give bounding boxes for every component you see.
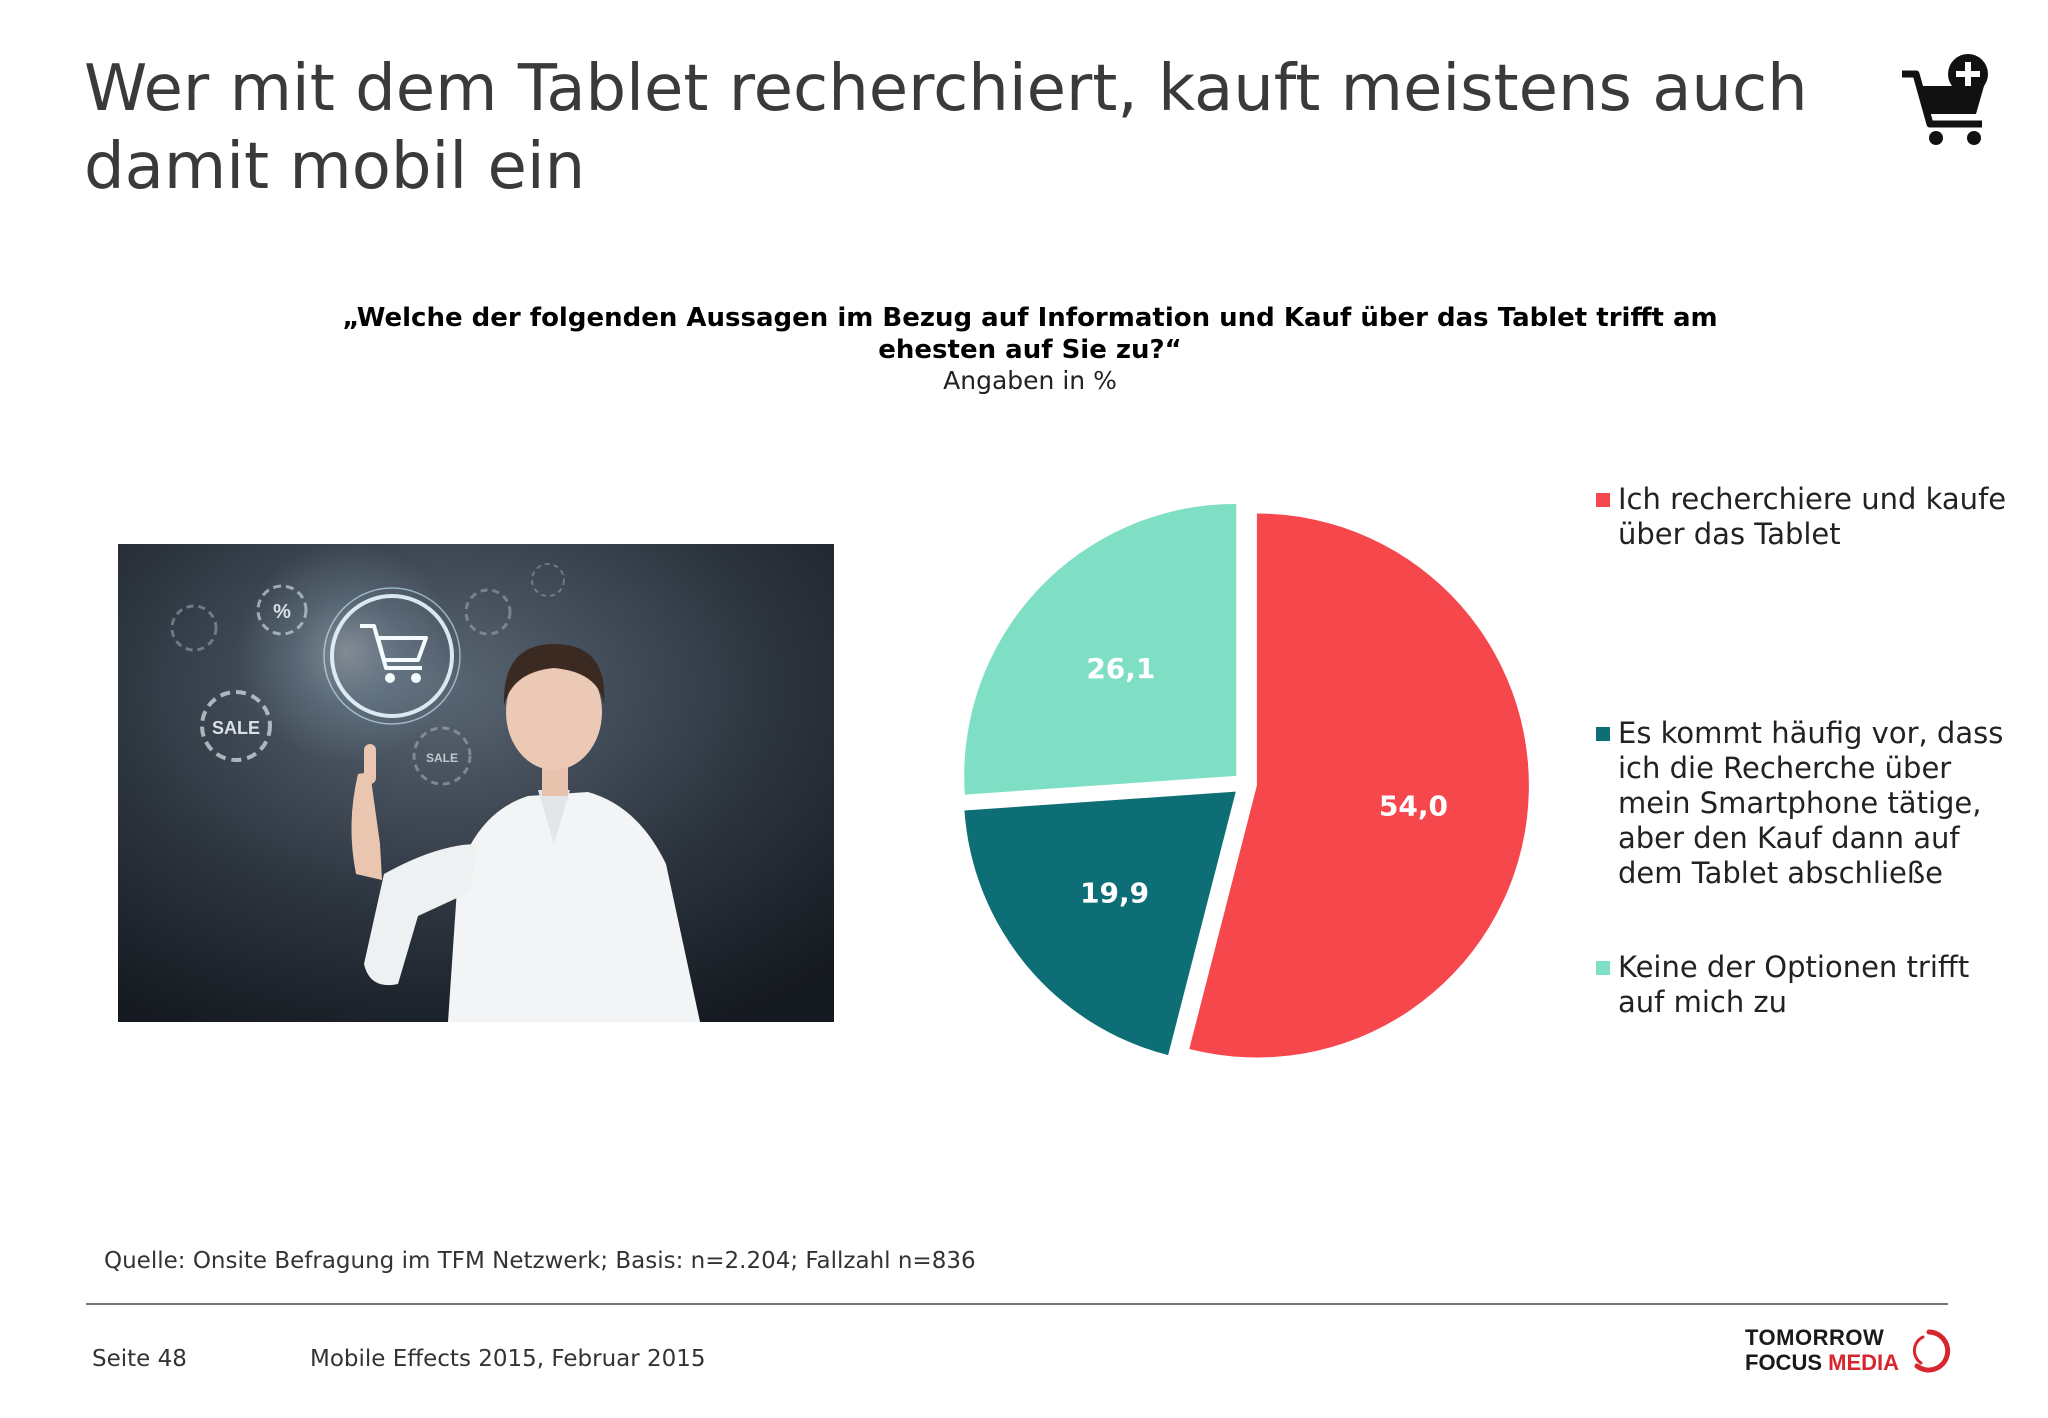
page-number: Seite 48	[92, 1346, 187, 1372]
pie-slice-smartphone	[964, 791, 1236, 1056]
legend-item-tablet: Ich recherchiere und kaufe über das Tabl…	[1596, 482, 2016, 552]
sale-badge-2: SALE	[426, 751, 458, 765]
legend-label: Keine der Optionen trifft auf mich zu	[1618, 950, 1970, 1019]
sale-badge-1: SALE	[212, 718, 260, 738]
logo-focus: FOCUS	[1745, 1350, 1822, 1375]
footer-note: Mobile Effects 2015, Februar 2015	[310, 1346, 706, 1372]
legend-swatch-red	[1596, 493, 1610, 507]
tomorrow-focus-media-logo: TOMORROW FOCUS MEDIA	[1745, 1325, 1955, 1375]
legend-item-smartphone: Es kommt häufig vor, dass ich die Recher…	[1596, 716, 2016, 891]
pie-data-label: 54,0	[1379, 789, 1448, 822]
logo-line-2: FOCUS MEDIA	[1745, 1350, 1899, 1376]
legend-item-none: Keine der Optionen trifft auf mich zu	[1596, 950, 2016, 1020]
pie-chart: 54,0 19,9 26,1	[964, 503, 1529, 1058]
legend-swatch-teal	[1596, 727, 1610, 741]
chart-subtitle: Angaben in %	[943, 366, 1117, 395]
footer-divider	[86, 1303, 1948, 1305]
pie-data-label: 19,9	[1080, 877, 1149, 910]
logo-ring-icon	[1912, 1329, 1951, 1373]
photo-woman-touching-cart: SALE % SALE	[118, 544, 834, 1022]
source-note: Quelle: Onsite Befragung im TFM Netzwerk…	[104, 1248, 976, 1274]
percent-badge: %	[273, 601, 291, 623]
chart-title: „Welche der folgenden Aussagen im Bezug …	[342, 303, 1718, 365]
logo-media: MEDIA	[1828, 1350, 1900, 1375]
pie-slice-none	[964, 503, 1237, 795]
shopping-cart-plus-icon	[1902, 54, 1988, 145]
logo-line-1: TOMORROW	[1745, 1325, 1885, 1350]
legend-label: Ich recherchiere und kaufe über das Tabl…	[1618, 482, 2007, 551]
pie-slice-tablet	[1189, 513, 1529, 1058]
pie-data-label: 26,1	[1086, 652, 1155, 685]
legend-label: Es kommt häufig vor, dass ich die Recher…	[1618, 716, 2004, 890]
legend-swatch-mint	[1596, 961, 1610, 975]
page-title: Wer mit dem Tablet recherchiert, kauft m…	[84, 52, 1808, 204]
